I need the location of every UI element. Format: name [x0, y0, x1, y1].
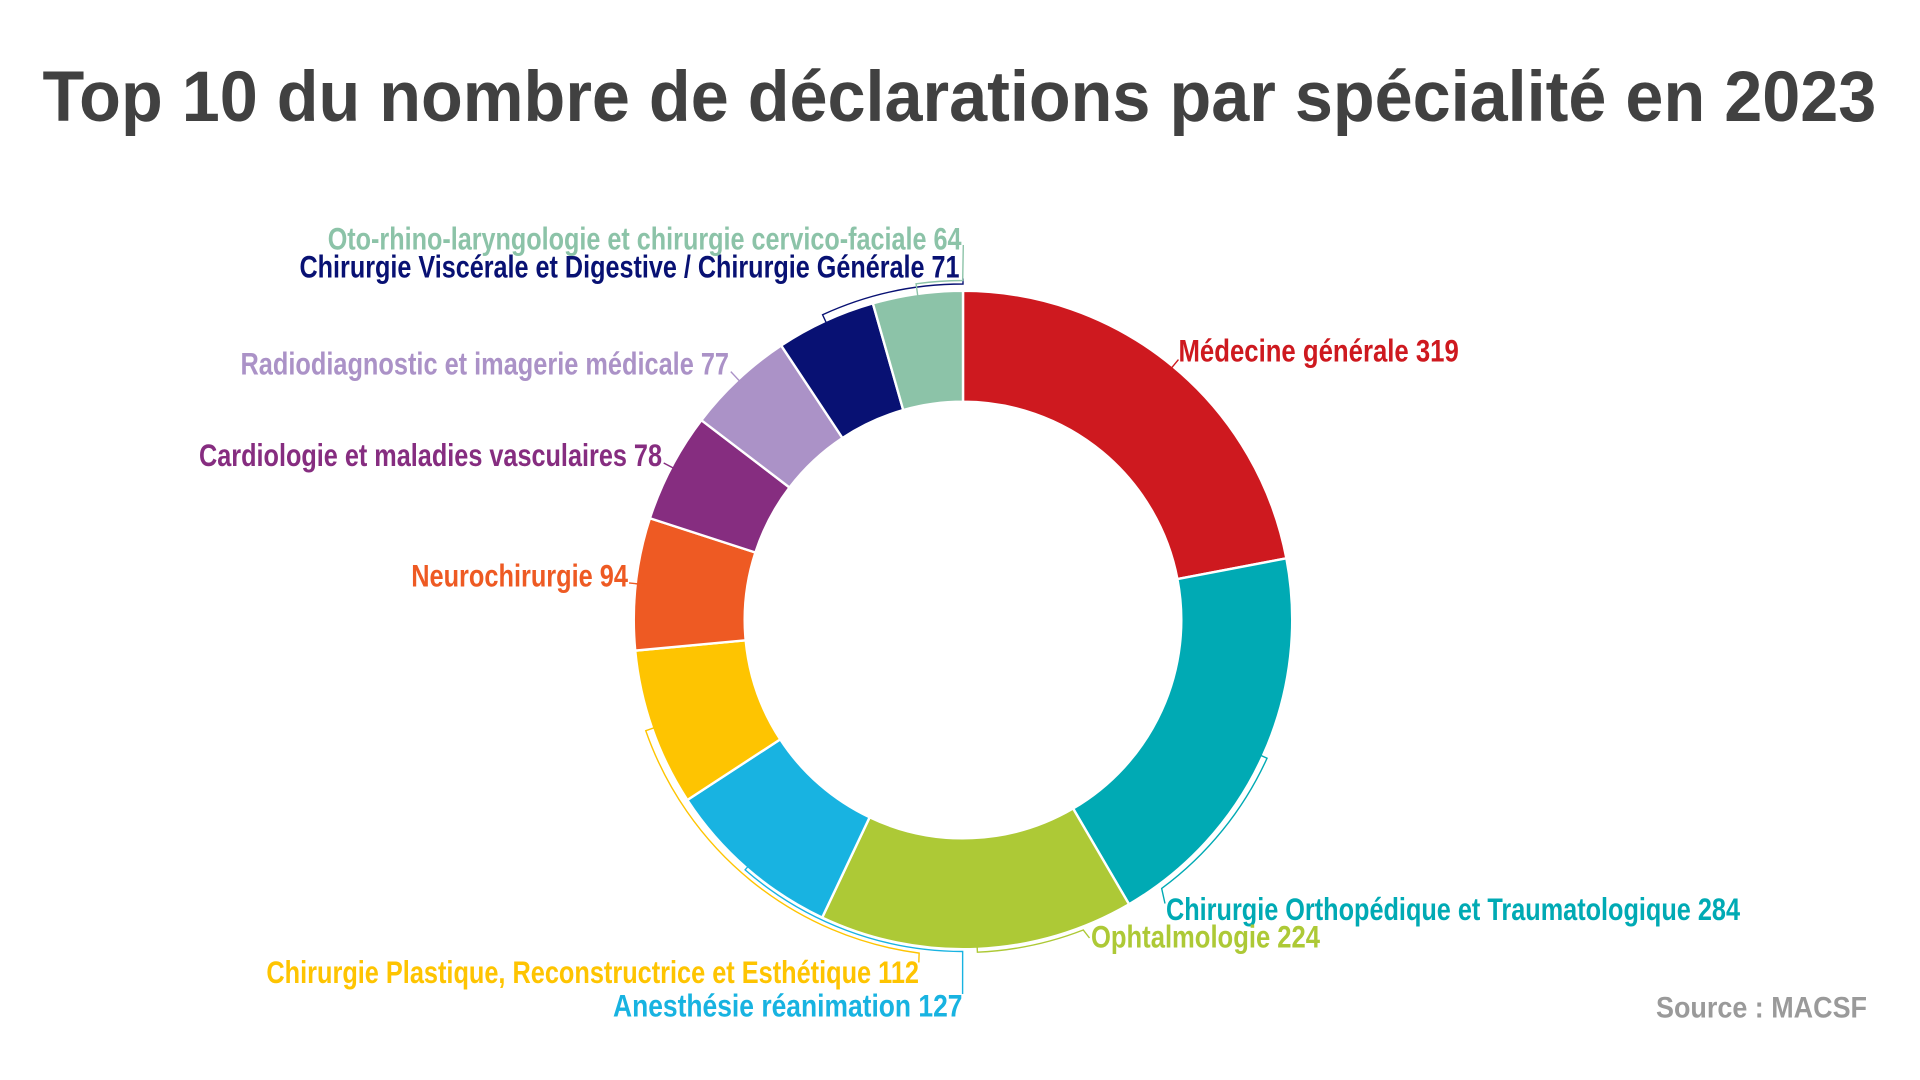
svg-text:Ophtalmologie 224: Ophtalmologie 224 — [1091, 919, 1320, 955]
svg-text:Médecine générale 319: Médecine générale 319 — [1179, 333, 1459, 369]
svg-text:Chirurgie Viscérale et Digesti: Chirurgie Viscérale et Digestive / Chiru… — [300, 249, 960, 285]
svg-text:Radiodiagnostic et imagerie mé: Radiodiagnostic et imagerie médicale 77 — [241, 346, 730, 382]
svg-text:Cardiologie et maladies vascul: Cardiologie et maladies vasculaires 78 — [199, 437, 662, 473]
svg-text:Oto-rhino-laryngologie et chir: Oto-rhino-laryngologie et chirurgie cerv… — [328, 220, 962, 256]
svg-text:Neurochirurgie 94: Neurochirurgie 94 — [411, 558, 628, 594]
svg-text:Anesthésie réanimation 127: Anesthésie réanimation 127 — [613, 988, 963, 1024]
svg-text:Source : MACSF: Source : MACSF — [1656, 991, 1867, 1024]
svg-text:Chirurgie Plastique, Reconstru: Chirurgie Plastique, Reconstructrice et … — [266, 954, 919, 990]
svg-text:Top 10 du nombre de déclaratio: Top 10 du nombre de déclarations par spé… — [43, 58, 1877, 137]
svg-text:Chirurgie Orthopédique et Trau: Chirurgie Orthopédique et Traumatologiqu… — [1166, 891, 1740, 927]
